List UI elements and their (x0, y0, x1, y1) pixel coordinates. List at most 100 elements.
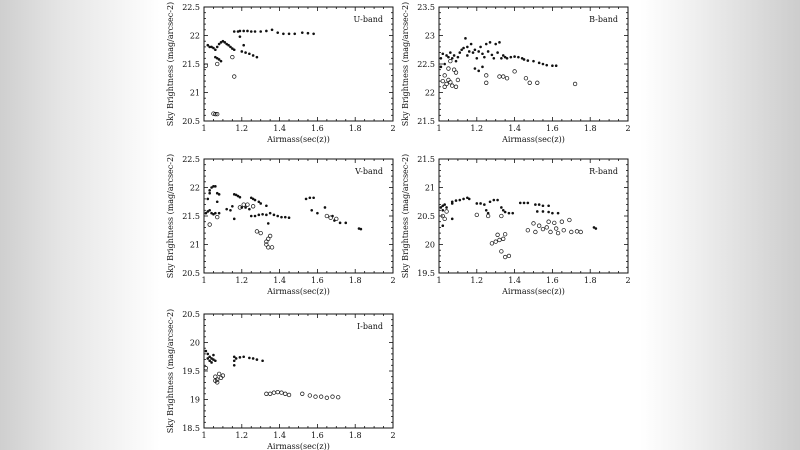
open-point (567, 217, 572, 223)
x-tick-label: 1.6 (546, 276, 559, 285)
y-axis-label: Sky Brightness (mag/arcsec-2) (401, 154, 410, 278)
filled-point (486, 50, 490, 53)
filled-point (312, 32, 315, 36)
open-point (455, 77, 461, 83)
open-point (572, 81, 578, 87)
filled-point (204, 211, 208, 215)
filled-point (537, 61, 541, 65)
filled-point (276, 214, 280, 218)
open-point (501, 236, 506, 241)
x-tick-label: 1.8 (584, 276, 597, 285)
open-point (319, 394, 324, 399)
y-tick-label: 22.5 (182, 155, 200, 164)
y-tick-label: 21 (190, 89, 200, 98)
open-point (474, 212, 479, 218)
filled-point (259, 202, 263, 205)
filled-point (477, 50, 480, 53)
open-point (328, 215, 333, 220)
open-point (501, 74, 506, 79)
filled-point (554, 64, 558, 68)
filled-point (214, 48, 217, 52)
x-axis-label: Airmass(sec(z)) (266, 135, 330, 144)
filled-point (496, 198, 499, 202)
filled-point (494, 42, 498, 46)
x-tick-label: 1.4 (508, 276, 521, 285)
filled-point (481, 65, 484, 69)
filled-point (443, 203, 446, 206)
filled-point (344, 221, 348, 225)
filled-point (255, 358, 259, 361)
filled-point (323, 206, 327, 209)
open-point (495, 232, 500, 237)
filled-point (509, 55, 513, 59)
filled-point (541, 210, 545, 213)
filled-point (456, 55, 460, 59)
y-axis-label: Sky Brightness (mag/arcsec-2) (166, 2, 175, 126)
filled-point (312, 196, 315, 200)
filled-point (359, 227, 363, 231)
x-tick-label: 2 (625, 276, 630, 285)
filled-point (551, 64, 554, 68)
filled-point (231, 47, 234, 50)
y-tick-label: 20.5 (417, 212, 435, 221)
filled-point (272, 213, 276, 217)
filled-point (283, 215, 287, 219)
y-tick-label: 21.5 (417, 155, 435, 164)
plot-frame (203, 6, 394, 122)
filled-point (545, 63, 549, 67)
y-axis-label: Sky Brightness (mag/arcsec-2) (166, 154, 175, 278)
y-tick-label: 18.5 (182, 424, 200, 433)
y-tick-label: 22 (190, 184, 200, 193)
filled-point (215, 45, 219, 49)
open-point (506, 253, 512, 259)
filled-point (208, 191, 211, 195)
x-axis-label: Airmass(sec(z)) (266, 442, 330, 450)
open-point (444, 209, 449, 214)
open-point (531, 221, 536, 226)
x-tick-label: 1.6 (311, 276, 324, 285)
filled-point (304, 197, 308, 201)
filled-point (310, 209, 314, 212)
filled-point (208, 189, 211, 192)
filled-point (443, 62, 446, 66)
panel-u-band: 1 1.2 1.4 1.6 1.8 2 20.5 21 21.5 22 22.5 Airmass(se… (166, 2, 396, 144)
open-point (499, 213, 504, 219)
filled-point (501, 209, 505, 212)
open-point (442, 84, 447, 89)
open-point (503, 254, 508, 260)
open-point (336, 395, 341, 400)
filled-point (219, 41, 223, 44)
filled-point (526, 201, 530, 205)
filled-point (441, 224, 445, 227)
filled-point (246, 29, 249, 33)
filled-point (232, 364, 236, 367)
y-tick-label: 19 (190, 396, 200, 405)
filled-point (210, 45, 213, 49)
open-point (440, 213, 445, 219)
open-point (245, 202, 250, 207)
filled-point (450, 57, 454, 60)
filled-point (212, 353, 215, 357)
open-point (279, 390, 284, 395)
open-point (504, 76, 510, 81)
open-point (215, 61, 220, 67)
filled-point (464, 37, 467, 40)
open-point (559, 219, 564, 224)
filled-point (484, 209, 488, 212)
x-tick-label: 1.8 (349, 431, 362, 440)
filled-point (217, 193, 221, 196)
x-tick-label: 1.4 (508, 124, 521, 133)
filled-point (306, 31, 310, 35)
filled-point (507, 211, 511, 215)
filled-point (248, 52, 251, 56)
filled-point (471, 51, 475, 54)
filled-point (450, 217, 454, 221)
y-tick-label: 22 (425, 89, 435, 98)
open-point (215, 112, 220, 117)
filled-point (469, 42, 473, 46)
x-tick-label: 1.4 (273, 124, 286, 133)
filled-point (225, 207, 228, 211)
y-axis-label: Sky Brightness (mag/arcsec-2) (166, 309, 175, 433)
filled-point (460, 48, 463, 52)
